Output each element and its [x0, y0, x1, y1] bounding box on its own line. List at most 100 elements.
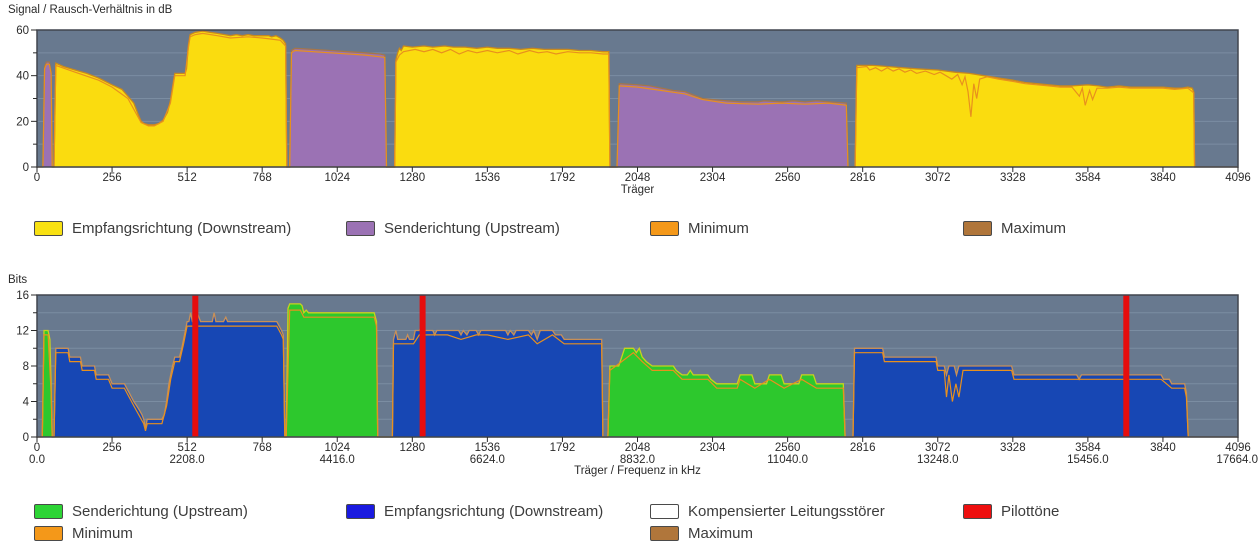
freq-tick-label: 15456.0 [1067, 454, 1109, 466]
x-tick-label: 1792 [550, 442, 576, 454]
x-tick-label: 1792 [550, 172, 576, 184]
legend-item-compensated-disturber: Kompensierter Leitungsstörer [650, 502, 885, 520]
maximum-swatch [650, 525, 679, 541]
downstream-swatch [346, 503, 375, 519]
x-tick-label: 3584 [1075, 172, 1101, 184]
freq-tick-label: 8832.0 [620, 454, 655, 466]
x-tick-label: 2560 [775, 172, 801, 184]
x-tick-label: 512 [178, 442, 197, 454]
snr-chart: 0 20 40 60 0 256 512 768 1024 1280 1536 1792 2048 230… [16, 25, 1251, 196]
freq-tick-label: 17664.0 [1216, 454, 1258, 466]
y-tick-label: 60 [16, 25, 29, 37]
legend-label: Senderichtung (Upstream) [384, 219, 560, 237]
freq-tick-label: 2208.0 [170, 454, 205, 466]
legend-item-upstream: Senderichtung (Upstream) [34, 502, 248, 520]
y-tick-label: 8 [23, 361, 29, 373]
bits-downstream-area-edge [53, 310, 1189, 438]
bits-downstream-area [54, 312, 1189, 437]
x-axis-title: Träger / Frequenz in kHz [574, 465, 701, 477]
pilot-tone-bar [1123, 295, 1130, 437]
downstream-swatch [34, 220, 63, 236]
legend-label: Maximum [688, 524, 754, 542]
x-tick-label: 2816 [850, 442, 876, 454]
minimum-swatch [34, 525, 63, 541]
x-tick-label: 1536 [475, 172, 501, 184]
x-tick-label: 2816 [850, 172, 876, 184]
x-tick-label: 0 [34, 172, 40, 184]
x-tick-label: 2048 [625, 442, 651, 454]
compensated-disturber-swatch [650, 503, 679, 519]
legend-item-upstream: Senderichtung (Upstream) [346, 219, 560, 237]
freq-tick-label: 6624.0 [470, 454, 505, 466]
bits-chart: 0 4 8 12 16 0 256 512 768 1024 1280 1536 1792 2048 230… [16, 290, 1258, 477]
x-tick-label: 1024 [324, 442, 350, 454]
legend-item-maximum: Maximum [963, 219, 1066, 237]
legend-label: Minimum [688, 219, 749, 237]
legend-item-maximum: Maximum [650, 524, 753, 542]
x-axis-title: Träger [621, 184, 655, 196]
legend-label: Empfangsrichtung (Downstream) [384, 502, 604, 520]
bits-legend-row1: Senderichtung (Upstream) Empfangsrichtun… [0, 502, 1260, 520]
x-tick-label: 3072 [925, 172, 951, 184]
upstream-swatch [34, 503, 63, 519]
freq-tick-label: 0.0 [29, 454, 45, 466]
x-tick-label: 3328 [1000, 172, 1026, 184]
freq-tick-label: 13248.0 [917, 454, 959, 466]
snr-upstream-area [42, 48, 848, 167]
y-tick-label: 40 [16, 71, 29, 83]
x-tick-label: 2304 [700, 442, 726, 454]
freq-tick-label: 4416.0 [320, 454, 355, 466]
x-tick-label: 1280 [400, 172, 426, 184]
snr-chart-title: Signal / Rausch-Verhältnis in dB [8, 4, 173, 16]
legend-item-pilot-tones: Pilottöne [963, 502, 1059, 520]
legend-item-minimum: Minimum [650, 219, 749, 237]
x-tick-label: 768 [253, 442, 272, 454]
upstream-swatch [346, 220, 375, 236]
x-tick-label: 2048 [625, 172, 651, 184]
x-tick-label: 4096 [1225, 442, 1251, 454]
bits-upstream-area [42, 303, 846, 437]
x-tick-label: 1024 [324, 172, 350, 184]
x-tick-label: 256 [102, 172, 121, 184]
x-tick-label: 3072 [925, 442, 951, 454]
y-tick-label: 4 [23, 397, 30, 409]
maximum-swatch [963, 220, 992, 236]
x-tick-label: 256 [102, 442, 121, 454]
bits-legend-row2: Minimum Maximum [0, 524, 1260, 542]
x-tick-label: 1280 [400, 442, 426, 454]
x-tick-label: 3840 [1150, 172, 1176, 184]
bits-minimum-line [37, 309, 1238, 438]
bits-upstream-area-edge [41, 303, 846, 438]
y-tick-label: 0 [23, 432, 29, 444]
snr-downstream-area [54, 31, 1195, 167]
x-tick-label: 3328 [1000, 442, 1026, 454]
pilot-tone-bar [419, 295, 426, 437]
x-tick-label: 768 [253, 172, 272, 184]
y-tick-label: 0 [23, 162, 29, 174]
x-tick-label: 1536 [475, 442, 501, 454]
legend-item-minimum: Minimum [34, 524, 133, 542]
x-tick-label: 3584 [1075, 442, 1101, 454]
bits-chart-title: Bits [8, 274, 28, 286]
x-tick-label: 512 [178, 172, 197, 184]
legend-label: Empfangsrichtung (Downstream) [72, 219, 292, 237]
minimum-swatch [650, 220, 679, 236]
y-tick-label: 20 [16, 116, 29, 128]
pilot-tone-bar [192, 295, 199, 437]
x-tick-label: 4096 [1225, 172, 1251, 184]
legend-label: Kompensierter Leitungsstörer [688, 502, 885, 520]
legend-label: Maximum [1001, 219, 1067, 237]
legend-label: Minimum [72, 524, 133, 542]
legend-item-downstream: Empfangsrichtung (Downstream) [346, 502, 603, 520]
freq-tick-label: 11040.0 [767, 454, 808, 466]
pilot-tones-swatch [963, 503, 992, 519]
x-tick-label: 2560 [775, 442, 801, 454]
y-tick-label: 16 [16, 290, 29, 302]
x-tick-label: 3840 [1150, 442, 1176, 454]
x-tick-label: 0 [34, 442, 40, 454]
x-tick-label: 2304 [700, 172, 726, 184]
y-tick-label: 12 [16, 326, 29, 338]
snr-minimum-line [37, 32, 1238, 168]
legend-item-downstream: Empfangsrichtung (Downstream) [34, 219, 291, 237]
